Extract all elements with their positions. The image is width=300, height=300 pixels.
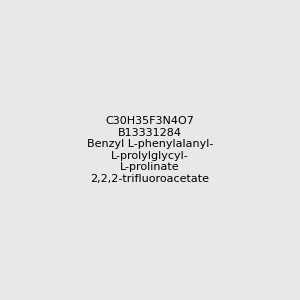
Text: C30H35F3N4O7
B13331284
Benzyl L-phenylalanyl-
L-prolylglycyl-
L-prolinate
2,2,2-: C30H35F3N4O7 B13331284 Benzyl L-phenylal… [87, 116, 213, 184]
